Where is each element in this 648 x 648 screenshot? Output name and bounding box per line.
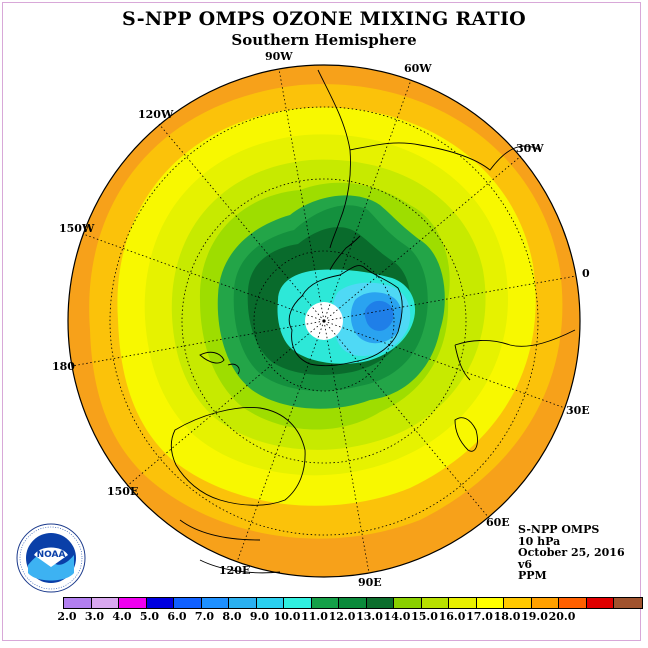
figure-subtitle: Southern Hemisphere [231, 31, 417, 49]
lon-label-30e: 30E [566, 404, 590, 417]
coastlines [170, 69, 576, 574]
colorbar-swatch [559, 598, 587, 608]
figure-frame [2, 2, 641, 641]
info-version: v6 [518, 557, 533, 571]
lon-label-120w: 120W [138, 108, 174, 121]
colorbar-swatch [394, 598, 422, 608]
colorbar-swatch [366, 598, 394, 608]
colorbar-swatch [476, 598, 504, 608]
coast-peninsula [329, 235, 361, 271]
lon-label-90w: 90W [265, 50, 293, 63]
colorbar-swatch [119, 598, 147, 608]
colorbar-swatch [586, 598, 614, 608]
colorbar-swatch [146, 598, 174, 608]
figure-title: S-NPP OMPS OZONE MIXING RATIO [121, 8, 527, 30]
field-deepblue [364, 300, 394, 331]
colorbar-swatch [311, 598, 339, 608]
info-level: 10 hPa [518, 534, 561, 548]
colorbar-swatch [284, 598, 312, 608]
info-instrument: S-NPP OMPS [518, 523, 600, 536]
colorbar-swatch [91, 598, 119, 608]
info-block: S-NPP OMPS 10 hPa October 25, 2016 v6 PP… [518, 524, 625, 582]
lon-label-150e: 150E [107, 485, 139, 498]
colorbar-labels: 2.0 3.0 4.0 5.0 6.0 7.0 8.0 9.0 10.0 11.0 12.0 13.0… [0, 610, 648, 624]
colorbar-tick-label: 4.0 [112, 610, 132, 623]
colorbar-tick-label: 2.0 [57, 610, 77, 623]
colorbar-swatch [229, 598, 257, 608]
colorbar-tick-label: 17.0 [466, 610, 493, 623]
lon-label-90e: 90E [358, 576, 382, 589]
colorbar-tick-label: 5.0 [139, 610, 160, 623]
info-units: PPM [518, 569, 547, 582]
colorbar-swatch [504, 598, 532, 608]
info-date: October 25, 2016 [518, 546, 625, 559]
colorbar-swatch [614, 598, 642, 608]
colorbar-swatch [174, 598, 202, 608]
colorbar-swatch [531, 598, 559, 608]
colorbar-tick-label: 12.0 [328, 610, 356, 623]
colorbar [63, 597, 643, 609]
colorbar-tick-label: 9.0 [249, 610, 270, 623]
colorbar-tick-label: 19.0 [521, 610, 548, 623]
lon-label-0: 0 [582, 267, 590, 280]
colorbar-swatch [64, 598, 92, 608]
colorbar-tick-label: 6.0 [167, 610, 187, 623]
colorbar-tick-label: 16.0 [438, 610, 466, 623]
graticule [71, 68, 577, 574]
coast-madagascar [454, 417, 478, 452]
colorbar-swatch [449, 598, 477, 608]
coast-antarctica [288, 265, 403, 367]
lon-label-150w: 150W [59, 222, 95, 235]
coast-australia [170, 407, 306, 506]
colorbar-tick-label: 13.0 [356, 610, 383, 623]
noaa-logo: NOAA [16, 523, 86, 593]
colorbar-swatch [256, 598, 284, 608]
lon-label-60e: 60E [486, 516, 510, 529]
coast-africa [454, 329, 576, 381]
colorbar-tick-label: 20.0 [548, 610, 576, 623]
lon-label-60w: 60W [404, 62, 432, 75]
colorbar-tick-label: 18.0 [493, 610, 521, 623]
coast-indonesia [179, 519, 281, 574]
south-pole-marker [322, 319, 326, 323]
map-boundary [67, 64, 581, 578]
colorbar-tick-label: 15.0 [411, 610, 438, 623]
ozone-field [68, 65, 580, 577]
svg-text:NOAA: NOAA [37, 550, 66, 560]
colorbar-tick-label: 11.0 [301, 610, 328, 623]
colorbar-tick-label: 8.0 [222, 610, 242, 623]
colorbar-tick-label: 7.0 [194, 610, 215, 623]
colorbar-tick-label: 3.0 [84, 610, 105, 623]
colorbar-swatch [201, 598, 229, 608]
lon-label-180: 180 [52, 360, 75, 373]
colorbar-swatch [421, 598, 449, 608]
colorbar-tick-label: 10.0 [273, 610, 301, 623]
coast-new-zealand [199, 351, 240, 375]
colorbar-swatch [339, 598, 367, 608]
lon-label-30w: 30W [516, 142, 544, 155]
colorbar-tick-label: 14.0 [383, 610, 411, 623]
lon-label-120e: 120E [219, 564, 251, 577]
